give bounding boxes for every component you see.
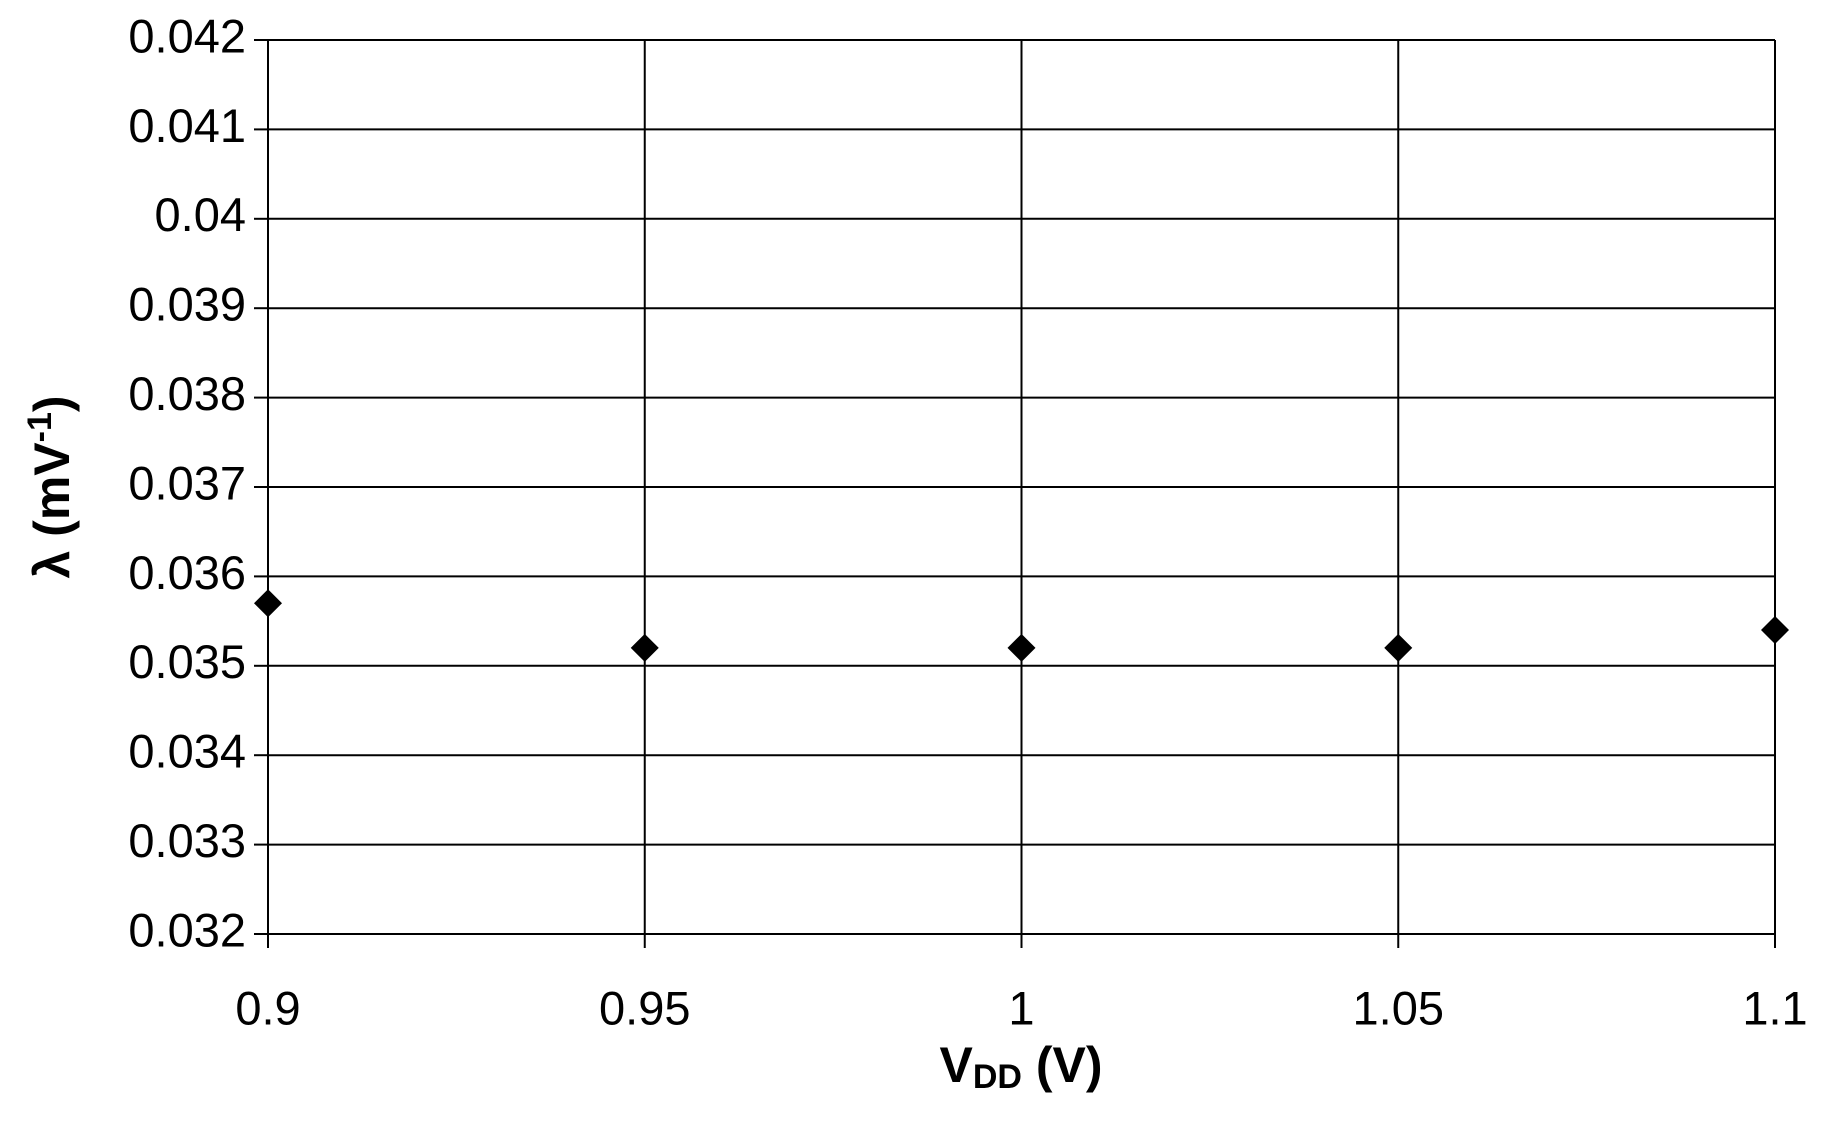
data-point — [1761, 616, 1789, 645]
y-axis-title: λ (mV-1) — [21, 395, 80, 578]
data-point — [630, 633, 659, 662]
x-tick-label: 0.95 — [599, 981, 690, 1034]
y-tick-label: 0.038 — [128, 367, 246, 420]
y-tick-label: 0.041 — [128, 99, 246, 152]
x-title-main: V — [939, 1037, 973, 1093]
data-point — [1007, 633, 1036, 662]
y-tick-label: 0.033 — [128, 814, 246, 867]
data-point — [1384, 633, 1413, 662]
x-tick-label: 1.05 — [1353, 981, 1444, 1034]
x-axis-title: VDD (V) — [939, 1037, 1102, 1096]
y-tick-label: 0.035 — [128, 635, 246, 688]
y-tick-label: 0.032 — [128, 903, 246, 956]
y-tick-label: 0.036 — [128, 546, 246, 599]
y-title-tail: ) — [24, 395, 80, 412]
x-tick-label: 0.9 — [235, 981, 300, 1034]
y-tick-label: 0.037 — [128, 456, 246, 509]
data-point — [254, 589, 282, 618]
x-title-tail: (V) — [1022, 1037, 1103, 1093]
x-tick-label: 1.1 — [1742, 981, 1807, 1034]
y-tick-label: 0.034 — [128, 725, 246, 778]
y-tick-label: 0.039 — [128, 278, 246, 331]
y-title-sup: -1 — [21, 412, 59, 442]
y-tick-label: 0.04 — [155, 188, 246, 241]
x-tick-label: 1 — [1008, 981, 1034, 1034]
y-title-main: λ (mV — [24, 442, 80, 579]
y-tick-label: 0.042 — [128, 9, 246, 62]
x-title-sub: DD — [973, 1058, 1022, 1096]
